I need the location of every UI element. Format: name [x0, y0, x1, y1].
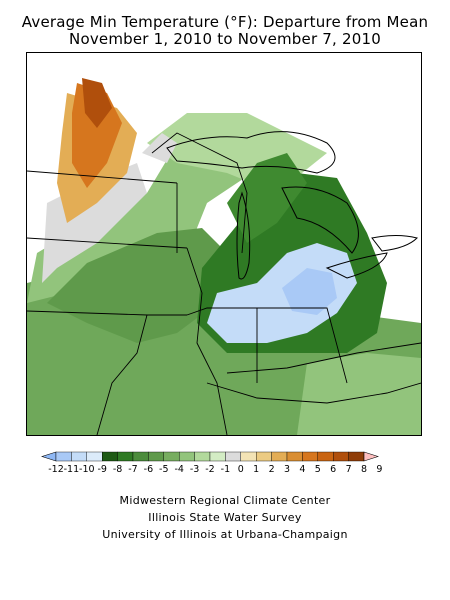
temperature-departure-map	[26, 52, 422, 436]
legend-label: -1	[221, 464, 230, 475]
legend-swatch	[333, 451, 349, 462]
legend-swatch	[302, 451, 318, 462]
legend-swatch	[86, 451, 103, 462]
map-title-line2: November 1, 2010 to November 7, 2010	[69, 30, 381, 48]
legend-label: -12	[48, 464, 64, 475]
legend-swatch	[163, 451, 180, 462]
legend-swatch	[240, 451, 257, 462]
credit-university: University of Illinois at Urbana-Champai…	[102, 528, 348, 541]
legend-swatch	[71, 451, 87, 462]
legend-swatch	[286, 451, 303, 462]
legend-label: 6	[330, 464, 336, 475]
legend-label: -7	[128, 464, 137, 475]
great-lakes	[166, 131, 418, 280]
legend-swatch	[194, 451, 211, 462]
legend-label: -11	[64, 464, 80, 475]
legend-label: 0	[238, 464, 244, 475]
legend-swatch	[255, 451, 272, 462]
legend-label: 4	[299, 464, 305, 475]
map-title-line1: Average Min Temperature (°F): Departure …	[21, 13, 429, 31]
legend-color-bar	[41, 451, 379, 462]
color-legend: -12 -11 -10 -9 -8 -7 -6 -5 -4 -3 -2 -1 0 1 2 3 4 5 6 7 8 9	[41, 451, 382, 475]
legend-label: 3	[284, 464, 290, 475]
credit-isws: Illinois State Water Survey	[148, 511, 302, 524]
legend-label: 7	[346, 464, 352, 475]
legend-label: 8	[361, 464, 367, 475]
legend-labels: -12 -11 -10 -9 -8 -7 -6 -5 -4 -3 -2 -1 0 1 2 3 4 5 6 7 8 9	[48, 464, 382, 475]
state-boundaries	[26, 132, 422, 436]
legend-arrow-high	[363, 451, 379, 462]
legend-label: -8	[113, 464, 122, 475]
credit-mrcc: Midwestern Regional Climate Center	[119, 494, 331, 507]
legend-swatch	[148, 451, 165, 462]
legend-label: 9	[376, 464, 382, 475]
legend-swatch	[117, 451, 134, 462]
legend-label: -5	[159, 464, 168, 475]
legend-label: 2	[269, 464, 275, 475]
legend-label: -4	[174, 464, 183, 475]
legend-swatch	[317, 451, 334, 462]
legend-swatch	[178, 451, 195, 462]
legend-swatch	[102, 451, 118, 462]
map-canvas	[26, 53, 422, 436]
legend-swatch	[55, 451, 72, 462]
legend-swatch	[225, 451, 241, 462]
legend-label: -3	[190, 464, 199, 475]
legend-label: 1	[253, 464, 259, 475]
legend-swatch	[132, 451, 149, 462]
legend-label: 5	[315, 464, 321, 475]
legend-swatch	[348, 451, 365, 462]
legend-label: -6	[144, 464, 153, 475]
legend-label: -2	[205, 464, 214, 475]
legend-swatch	[209, 451, 226, 462]
legend-swatch	[271, 451, 288, 462]
legend-label: -10	[79, 464, 95, 475]
color-contours	[27, 78, 421, 435]
legend-arrow-low	[41, 451, 57, 462]
legend-label: -9	[97, 464, 106, 475]
